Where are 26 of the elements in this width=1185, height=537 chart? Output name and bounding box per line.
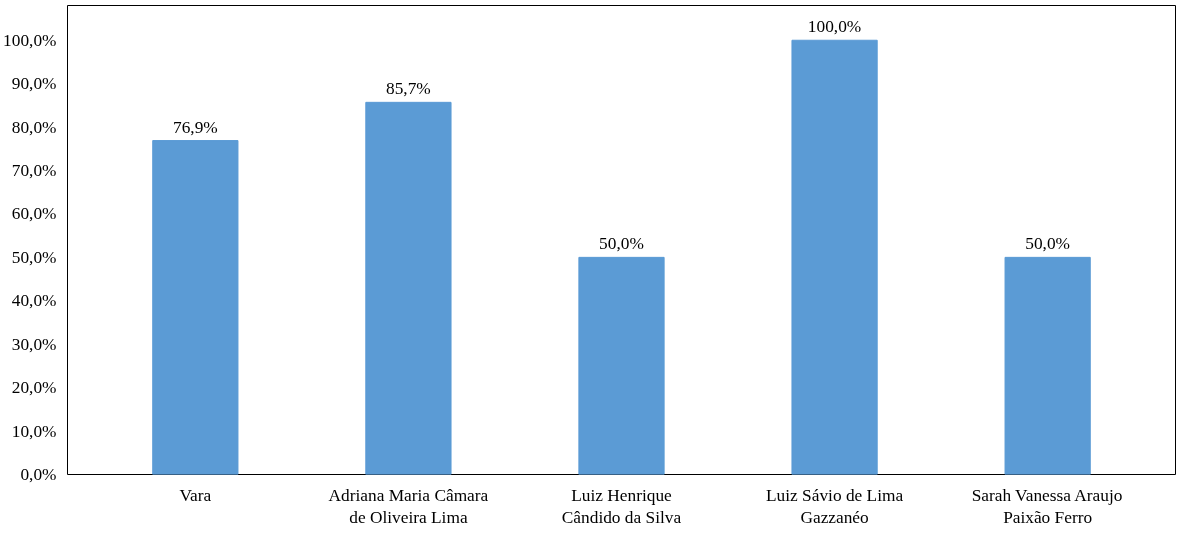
data-label: 100,0% — [807, 17, 862, 37]
bar — [1004, 256, 1091, 475]
x-tick-label: Sarah Vanessa Araujo Paixão Ferro — [971, 485, 1123, 528]
y-tick-label: 40,0% — [11, 291, 57, 311]
y-tick-label: 70,0% — [11, 161, 57, 181]
y-tick-label: 100,0% — [3, 30, 57, 50]
bar — [365, 101, 452, 475]
x-tick-label: Luiz Sávio de Lima Gazzanéo — [766, 485, 904, 528]
y-tick-label: 90,0% — [11, 74, 57, 94]
bar — [578, 256, 665, 475]
y-tick-label: 0,0% — [20, 465, 57, 484]
x-tick-label: Luiz Henrique Cândido da Silva — [561, 485, 682, 528]
y-tick-label: 30,0% — [11, 334, 57, 354]
y-tick-label: 60,0% — [11, 204, 57, 224]
y-tick-label: 20,0% — [11, 378, 57, 398]
data-label: 50,0% — [1025, 234, 1071, 254]
y-tick-label: 80,0% — [11, 117, 57, 137]
y-tick-label: 50,0% — [11, 247, 57, 267]
data-label: 50,0% — [599, 234, 644, 254]
data-label: 85,7% — [386, 79, 431, 99]
bar — [152, 140, 239, 475]
y-tick-label: 10,0% — [11, 421, 57, 441]
x-tick-label: Vara — [179, 485, 212, 505]
bar — [791, 39, 878, 475]
data-label: 76,9% — [172, 117, 218, 137]
x-tick-label: Adriana Maria Câmara de Oliveira Lima — [328, 485, 489, 528]
